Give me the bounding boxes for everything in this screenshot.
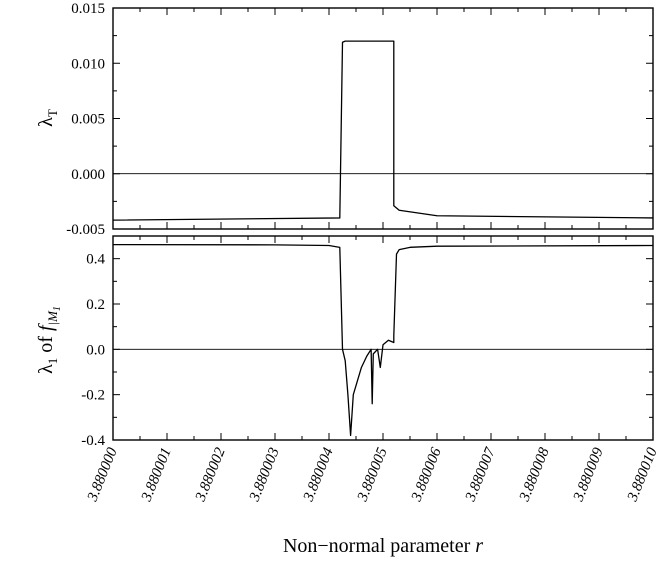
bottom-y-tick-label: 0.4 [86, 252, 105, 268]
bottom-y-tick-label: 0.0 [86, 342, 105, 358]
x-tick-label: 3.880008 [516, 445, 552, 505]
bottom-y-axis-label: λ1 of f|M1 [35, 306, 63, 374]
bottom-panel: -0.4-0.20.00.20.4 3.880000 3.880001 3.8800… [35, 235, 661, 557]
top-y-tick-label: 0.015 [71, 1, 105, 17]
bottom-y-axis-label-main: λ [35, 364, 57, 374]
x-tick-label: 3.880004 [300, 445, 336, 505]
bottom-y-axis-label-f-subsub: 1 [52, 306, 63, 311]
top-y-tick-label: 0.000 [71, 167, 105, 183]
bottom-y-ticks: -0.4 -0.2 0.0 0.2 0.4 [81, 252, 653, 449]
x-axis-label-var: r [475, 535, 483, 557]
bottom-y-axis-label-of: of [35, 331, 57, 358]
top-y-ticks: -0.005 0.000 0.005 0.010 0.015 [66, 1, 653, 238]
x-tick-label: 3.880002 [192, 445, 228, 505]
x-axis-label: Non−normal parameter r [283, 535, 483, 557]
bottom-series-line [112, 243, 654, 437]
top-y-tick-label: 0.005 [71, 112, 105, 128]
top-y-axis-label: λT [35, 109, 60, 127]
bottom-y-tick-label: 0.2 [86, 297, 105, 313]
bottom-panel-frame [112, 235, 654, 441]
top-series-line [112, 40, 654, 221]
top-y-tick-label: -0.005 [66, 222, 105, 238]
bottom-y-tick-label: -0.2 [81, 388, 105, 404]
x-tick-label: 3.880010 [624, 445, 660, 505]
x-tick-labels: 3.880000 3.880001 3.880002 3.880003 3.880004… [84, 444, 660, 504]
x-tick-label: 3.880000 [84, 445, 120, 505]
top-y-axis-label-sub: T [45, 109, 60, 117]
bottom-y-axis-label-f-sub: |M [45, 310, 60, 326]
bottom-x-ticks [112, 236, 654, 440]
x-tick-label: 3.880007 [462, 444, 499, 504]
x-axis-label-text: Non−normal parameter [283, 535, 475, 557]
bottom-y-axis-label-sub: 1 [45, 358, 60, 365]
bottom-y-axis-label-f: f [35, 323, 57, 331]
top-y-tick-label: 0.010 [71, 56, 105, 72]
x-tick-label: 3.880001 [138, 446, 174, 505]
x-tick-label: 3.880009 [570, 445, 606, 505]
top-panel: -0.005 0.000 0.005 0.010 0.015 λT [35, 1, 654, 238]
x-tick-label: 3.880003 [246, 446, 282, 505]
top-y-axis-label-main: λ [35, 117, 57, 127]
top-x-ticks [112, 8, 654, 229]
x-tick-label: 3.880005 [354, 445, 390, 505]
x-tick-label: 3.880006 [408, 445, 444, 505]
bottom-y-tick-label: -0.4 [81, 433, 105, 449]
